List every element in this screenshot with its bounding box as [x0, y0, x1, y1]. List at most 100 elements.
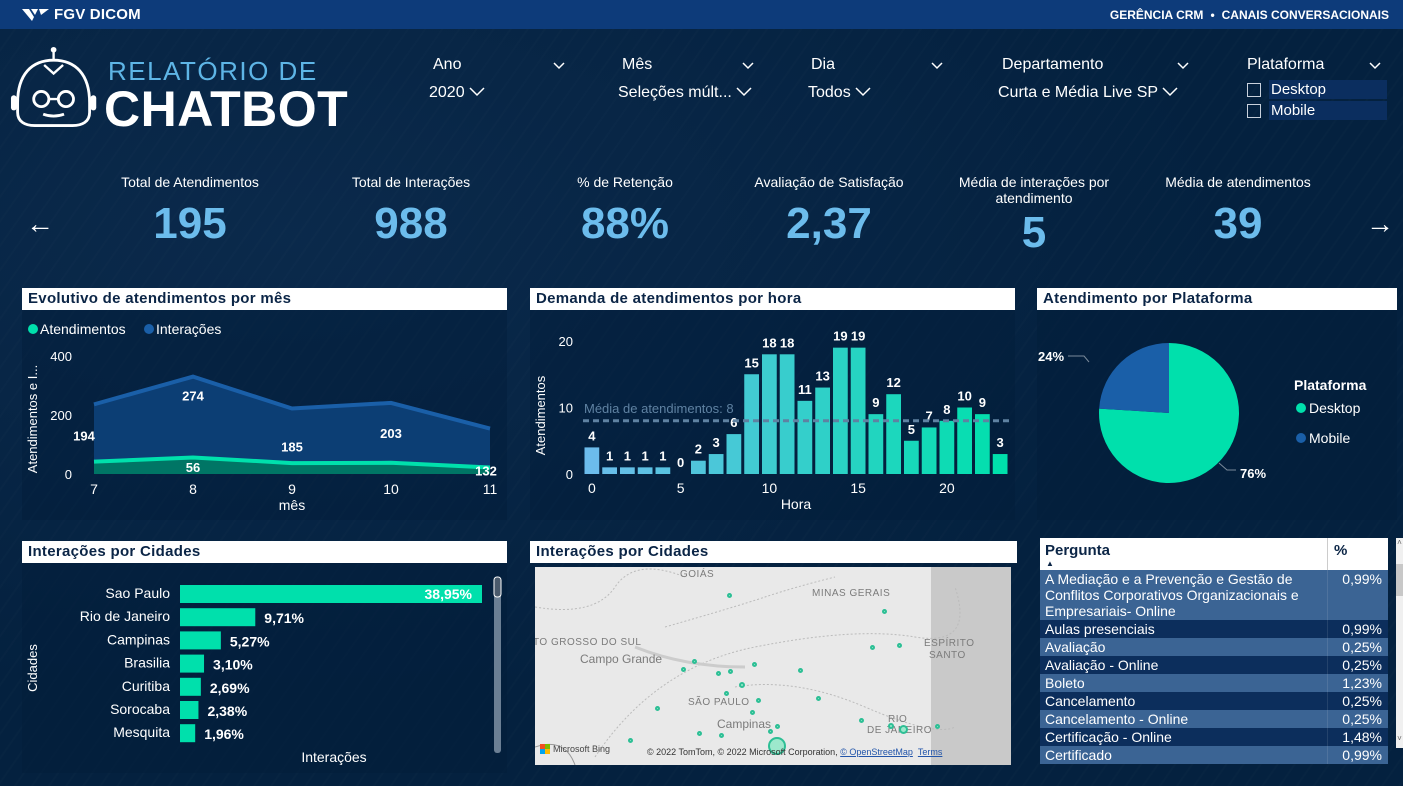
scroll-up-icon[interactable]: ˄ — [1397, 538, 1402, 547]
legend-marker-atendimentos — [28, 324, 38, 334]
table-scrollbar[interactable]: ˄ ˅ — [1396, 538, 1403, 748]
table-row[interactable]: Cancelamento 0,25% — [1040, 692, 1388, 710]
prev-arrow-button[interactable]: ← — [26, 208, 54, 239]
map-city-bubble[interactable] — [715, 670, 721, 676]
map-city-label: Campinas — [717, 717, 772, 731]
separator: • — [1210, 7, 1215, 22]
cities-map[interactable]: GOIÁS MINAS GERAIS TO GROSSO DO SUL ESPÍ… — [535, 567, 1011, 765]
table-row[interactable]: Certificado 0,99% — [1040, 746, 1388, 764]
filter-plataforma-option-desktop[interactable]: Desktop — [1247, 80, 1387, 99]
osm-link[interactable]: © OpenStreetMap — [840, 747, 913, 757]
data-label: 3 — [713, 435, 720, 450]
map-city-bubble[interactable] — [726, 592, 732, 598]
map-city-bubble[interactable] — [680, 666, 686, 672]
map-city-bubble[interactable] — [696, 730, 702, 736]
map-city-bubble[interactable] — [723, 690, 729, 696]
checkbox[interactable] — [1247, 82, 1261, 97]
filter-mes-value: Seleções múlt... — [618, 84, 732, 101]
category-label: Sorocaba — [110, 701, 170, 717]
map-city-bubble[interactable] — [896, 642, 902, 648]
map-city-bubble[interactable] — [739, 682, 745, 688]
chevron-down-icon[interactable] — [553, 60, 565, 72]
map-city-bubble[interactable] — [718, 732, 724, 738]
table-row[interactable]: Avaliação - Online 0,25% — [1040, 656, 1388, 674]
column-header-percent[interactable]: % — [1334, 542, 1348, 559]
data-label: 11 — [798, 382, 812, 397]
map-city-bubble[interactable] — [767, 728, 773, 734]
map-region-label: SANTO — [929, 650, 966, 661]
cell-percent: 0,25% — [1342, 639, 1382, 655]
map-city-bubble[interactable] — [797, 667, 803, 673]
filter-departamento: Departamento — [1002, 56, 1192, 74]
table-row[interactable]: Cancelamento - Online 0,25% — [1040, 710, 1388, 728]
fgv-logo-icon — [22, 8, 49, 21]
data-label: 1 — [624, 448, 631, 463]
map-city-bubble[interactable] — [727, 668, 733, 674]
kpi-media-interacoes: Média de interações por atendimento 5 — [944, 174, 1124, 256]
top-bar: FGV DICOM GERÊNCIA CRM • CANAIS CONVERSA… — [0, 0, 1403, 29]
chevron-down-icon[interactable] — [931, 60, 943, 72]
chevron-down-icon[interactable] — [742, 60, 754, 72]
map-region-label: MINAS GERAIS — [812, 588, 891, 599]
x-tick-label: 8 — [189, 481, 197, 497]
x-tick-label: 10 — [762, 480, 778, 496]
data-label-interacoes: 132 — [475, 464, 497, 479]
bar-hour-3 — [637, 467, 653, 474]
map-city-bubble[interactable] — [749, 709, 755, 715]
map-city-bubble[interactable] — [751, 661, 757, 667]
filter-ano-dropdown[interactable]: 2020 — [429, 84, 570, 102]
table-row[interactable]: Certificação - Online 1,48% — [1040, 728, 1388, 746]
scroll-down-icon[interactable]: ˅ — [1397, 734, 1402, 743]
filter-departamento-dropdown[interactable]: Curta e Média Live SP — [998, 84, 1193, 102]
map-city-bubble[interactable] — [691, 658, 697, 664]
map-city-bubble[interactable] — [627, 737, 633, 743]
map-city-bubble[interactable] — [881, 608, 887, 614]
map-city-bubble[interactable] — [869, 644, 875, 650]
map-city-bubble[interactable] — [768, 737, 786, 755]
card-monthly: Atendimentos Interações 0 200 400 Atendimento… — [22, 310, 507, 520]
chevron-down-icon[interactable] — [1369, 60, 1381, 72]
y-tick-label: 0 — [566, 467, 573, 482]
bar-hour-8 — [726, 434, 742, 474]
column-header-pergunta[interactable]: Pergunta ▲ — [1040, 538, 1328, 570]
filter-mes-dropdown[interactable]: Seleções múlt... — [618, 84, 759, 102]
chevron-down-icon[interactable] — [1177, 60, 1189, 72]
map-city-bubble[interactable] — [934, 723, 940, 729]
table-row[interactable]: Aulas presenciais 0,99% — [1040, 620, 1388, 638]
bar-hour-0 — [584, 447, 600, 474]
table-row[interactable]: A Mediação e a Prevenção e Gestão de Con… — [1040, 570, 1388, 620]
map-region-label: GOIÁS — [680, 569, 715, 580]
kpi-label: % de Retenção — [577, 174, 673, 190]
bar-hour-11 — [779, 354, 795, 474]
filter-plataforma-option-mobile[interactable]: Mobile — [1247, 101, 1387, 120]
monthly-area-chart: Atendimentos Interações 0 200 400 Atendimento… — [25, 321, 497, 513]
filter-dia-dropdown[interactable]: Todos — [808, 84, 949, 102]
map-city-bubble[interactable] — [815, 695, 821, 701]
card-platform: 24% 76% Plataforma Desktop Mobile — [1037, 310, 1397, 520]
map-city-bubble[interactable] — [898, 724, 908, 734]
data-label: 13 — [815, 369, 829, 384]
data-label: 19 — [851, 329, 865, 344]
map-city-bubble[interactable] — [654, 705, 660, 711]
table-row[interactable]: Boleto 1,23% — [1040, 674, 1388, 692]
bar-hour-15 — [850, 347, 866, 474]
data-label: 1 — [659, 448, 666, 463]
next-arrow-button[interactable]: → — [1366, 208, 1394, 239]
map-city-bubble[interactable] — [774, 723, 780, 729]
map-city-bubble[interactable] — [858, 717, 864, 723]
card-hourly: 0 10 20 Atendimentos 4 1 1 1 1 0 2 3 6 15 18 18 11 13 19 19… — [530, 310, 1015, 520]
terms-link[interactable]: Terms — [917, 747, 943, 757]
data-label: 3 — [997, 435, 1004, 450]
bar-hour-4 — [655, 467, 671, 474]
map-city-bubble[interactable] — [888, 723, 894, 729]
table-row[interactable]: Avaliação 0,25% — [1040, 638, 1388, 656]
cell-percent: 1,48% — [1342, 729, 1382, 745]
brand-name: FGV DICOM — [54, 6, 141, 23]
data-label-interacoes: 194 — [73, 428, 95, 443]
cell-pergunta: Boleto — [1040, 674, 1328, 692]
checkbox[interactable] — [1247, 103, 1261, 118]
cities-bar-chart: Sao Paulo 38,95% Rio de Janeiro 9,71% Campin… — [25, 576, 502, 765]
scroll-thumb[interactable] — [1396, 564, 1403, 596]
map-city-bubble[interactable] — [755, 697, 761, 703]
